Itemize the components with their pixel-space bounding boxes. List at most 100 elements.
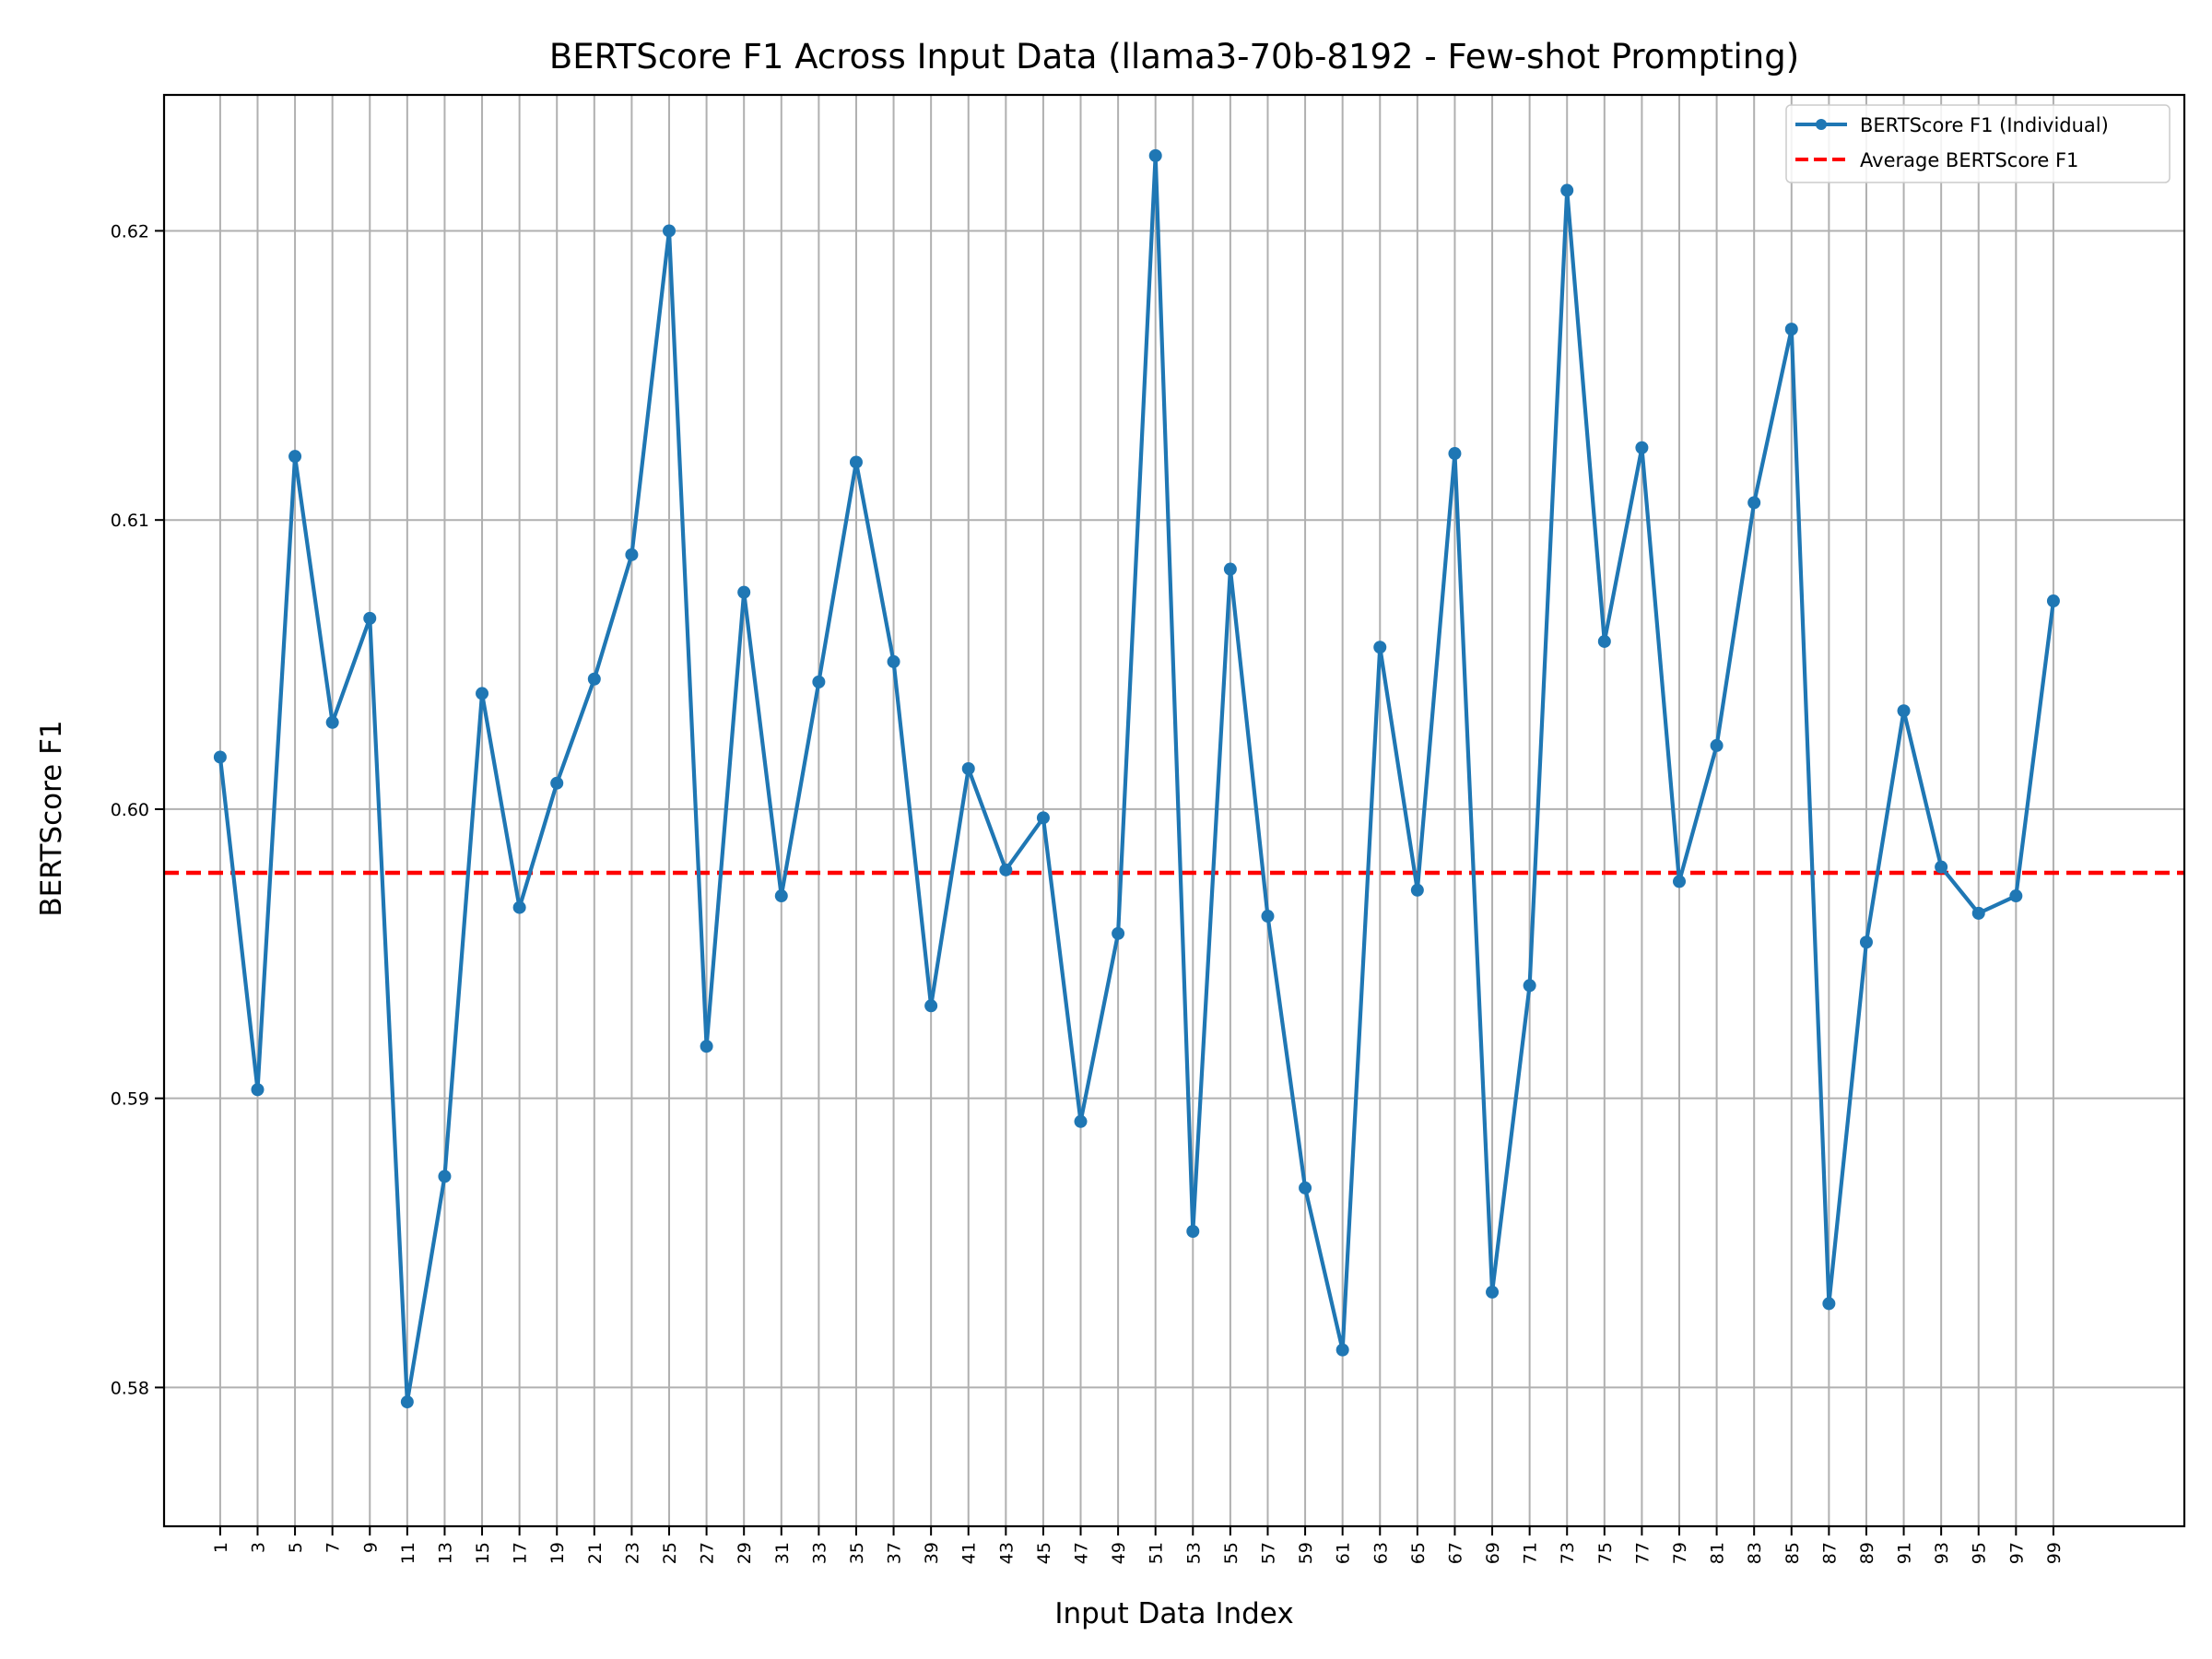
x-tick-label: 35 — [847, 1542, 867, 1564]
data-point — [663, 224, 676, 238]
data-point — [1299, 1181, 1312, 1194]
plot-frame — [162, 93, 2186, 1528]
data-point — [1036, 811, 1050, 825]
x-tick-label: 85 — [1783, 1542, 1803, 1564]
x-tick-label: 55 — [1221, 1542, 1241, 1564]
y-tick-label: 0.59 — [111, 1089, 149, 1110]
x-tick-label: 9 — [360, 1542, 381, 1553]
data-point — [1074, 1114, 1088, 1128]
data-point — [1784, 323, 1798, 336]
data-point — [1859, 935, 1873, 949]
data-point — [438, 1170, 452, 1183]
data-point — [1261, 910, 1275, 924]
x-tick-label: 73 — [1558, 1542, 1578, 1564]
data-point — [1822, 1297, 1836, 1311]
x-tick-label: 69 — [1483, 1542, 1503, 1564]
data-point — [363, 611, 377, 625]
data-point — [2046, 594, 2060, 608]
x-tick-label: 23 — [622, 1542, 642, 1564]
x-tick-label: 31 — [772, 1542, 793, 1564]
x-tick-label: 49 — [1109, 1542, 1129, 1564]
legend-label-individual: BERTScore F1 (Individual) — [1860, 114, 2109, 136]
x-tick-label: 75 — [1595, 1542, 1616, 1564]
data-point — [325, 715, 339, 729]
x-tick-label: 1 — [211, 1542, 231, 1553]
x-tick-label: 87 — [1819, 1542, 1840, 1564]
x-tick-label: 3 — [248, 1542, 268, 1553]
x-tick-label: 27 — [698, 1542, 718, 1564]
data-point — [1223, 562, 1237, 576]
legend-marker-individual — [1816, 119, 1827, 130]
x-tick-label: 13 — [435, 1542, 455, 1564]
legend-box — [1785, 104, 2171, 183]
data-point — [213, 750, 227, 764]
y-tick-label: 0.62 — [111, 221, 149, 241]
data-point — [1971, 906, 1985, 920]
data-point — [625, 547, 639, 561]
x-tick-label: 99 — [2044, 1542, 2065, 1564]
x-tick-label: 67 — [1445, 1542, 1465, 1564]
y-tick-label: 0.60 — [111, 800, 149, 820]
data-point — [1486, 1285, 1500, 1299]
x-tick-label: 17 — [511, 1542, 531, 1564]
x-tick-label: 21 — [585, 1542, 606, 1564]
x-axis-ticks: 1 3 5 7 9 11 13 15 17 19 21 23 25 27 29 31 33 35 37 39 41 43 4… — [211, 1526, 2065, 1564]
data-point — [1597, 634, 1611, 648]
data-point — [774, 889, 788, 903]
data-point — [1635, 441, 1649, 454]
x-tick-label: 61 — [1334, 1542, 1354, 1564]
data-point — [1410, 883, 1424, 897]
data-point — [1523, 979, 1536, 993]
x-axis-label: Input Data Index — [1054, 1597, 1293, 1630]
data-point — [887, 654, 900, 668]
x-tick-label: 43 — [996, 1542, 1017, 1564]
data-point — [1448, 447, 1462, 461]
y-tick-label: 0.61 — [111, 511, 149, 531]
data-point — [476, 687, 489, 700]
data-point — [1710, 738, 1724, 752]
x-tick-label: 5 — [286, 1542, 306, 1553]
x-tick-label: 41 — [959, 1542, 980, 1564]
y-axis-label: BERTScore F1 — [35, 720, 68, 916]
data-point — [2009, 889, 2023, 903]
x-tick-label: 83 — [1745, 1542, 1765, 1564]
x-tick-label: 63 — [1371, 1542, 1391, 1564]
data-point — [1673, 875, 1686, 888]
x-tick-label: 65 — [1408, 1542, 1429, 1564]
data-point — [1186, 1224, 1200, 1238]
data-point — [400, 1395, 414, 1409]
x-tick-label: 71 — [1521, 1542, 1541, 1564]
x-tick-label: 25 — [660, 1542, 680, 1564]
data-point — [961, 762, 975, 776]
x-tick-label: 91 — [1895, 1542, 1915, 1564]
legend: BERTScore F1 (Individual) Average BERTSc… — [1785, 104, 2171, 183]
x-tick-label: 7 — [324, 1542, 344, 1553]
data-point — [737, 585, 751, 599]
x-tick-label: 95 — [1970, 1542, 1990, 1564]
x-tick-label: 93 — [1932, 1542, 1952, 1564]
x-tick-label: 19 — [547, 1542, 568, 1564]
x-tick-label: 97 — [2006, 1542, 2027, 1564]
data-point — [999, 863, 1013, 877]
data-point — [512, 900, 526, 914]
y-tick-label: 0.58 — [111, 1378, 149, 1398]
legend-label-average: Average BERTScore F1 — [1860, 149, 2078, 171]
data-point — [924, 999, 938, 1013]
data-point — [1373, 641, 1387, 654]
data-point — [1335, 1343, 1349, 1357]
data-point — [700, 1040, 713, 1053]
data-point — [251, 1083, 265, 1097]
y-axis-ticks: 0.58 0.59 0.60 0.61 0.62 — [111, 221, 164, 1398]
data-point — [1935, 860, 1948, 874]
x-tick-label: 11 — [398, 1542, 418, 1564]
x-tick-label: 47 — [1072, 1542, 1092, 1564]
data-point — [1897, 704, 1911, 718]
x-tick-label: 51 — [1147, 1542, 1167, 1564]
data-point — [587, 672, 601, 686]
x-tick-label: 81 — [1708, 1542, 1728, 1564]
data-point — [550, 776, 564, 790]
x-tick-label: 77 — [1632, 1542, 1653, 1564]
x-tick-label: 89 — [1857, 1542, 1877, 1564]
